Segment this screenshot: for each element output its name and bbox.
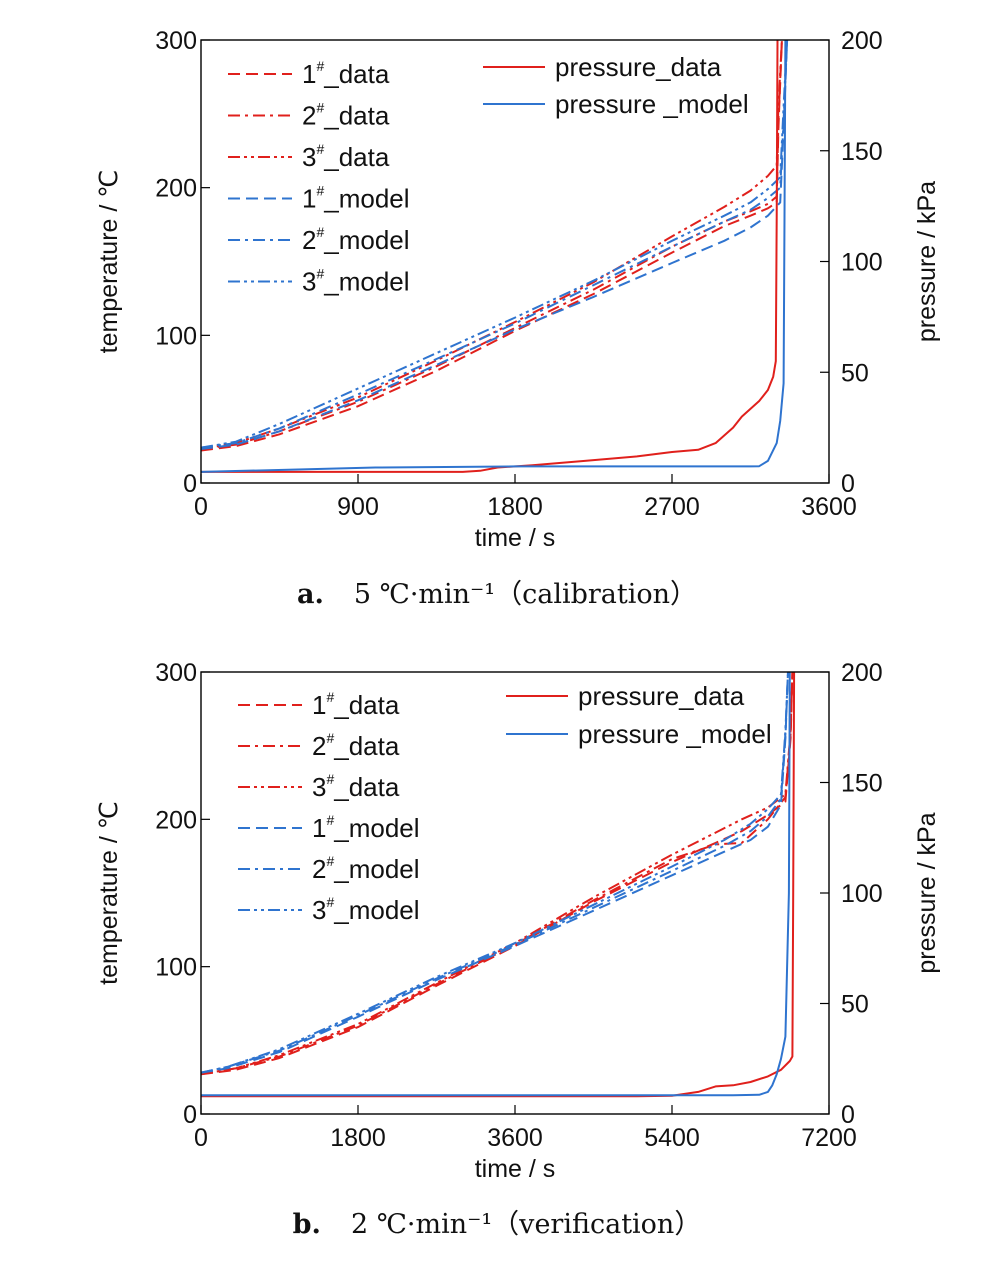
x-tick-label: 5400 bbox=[644, 1124, 700, 1152]
legend-temperature: 1#_data 2#_data 3#_data 1#_model 2#_model 3#_… bbox=[238, 689, 420, 925]
series-group bbox=[201, 40, 789, 473]
x-tick-label: 0 bbox=[194, 493, 208, 521]
y2-tick-label: 150 bbox=[841, 770, 883, 798]
series-line-pressure_data bbox=[201, 672, 796, 1098]
series-line-1_data bbox=[201, 672, 794, 1076]
legend-label: 3#_model bbox=[302, 266, 410, 297]
legend-label: 2#_model bbox=[312, 853, 420, 884]
series-line-3_model bbox=[201, 672, 789, 1074]
y-tick-label: 100 bbox=[155, 322, 197, 350]
series-line-2_model bbox=[201, 40, 789, 449]
legend-pressure: pressure_data pressure _model bbox=[483, 52, 749, 119]
x-tick-label: 1800 bbox=[330, 1124, 386, 1152]
series-line-1_model bbox=[201, 40, 789, 450]
y-tick-label: 200 bbox=[155, 175, 197, 203]
series-line-2_data bbox=[201, 672, 794, 1076]
y2-tick-label: 50 bbox=[841, 991, 869, 1019]
y2-axis-title: pressure / kPa bbox=[913, 812, 941, 973]
chart-panel-a: 0 900 1800 2700 36000100200300050100150200ti… bbox=[95, 27, 941, 610]
series-line-3_data bbox=[201, 40, 783, 450]
x-tick-label: 2700 bbox=[644, 493, 700, 521]
series-line-3_model bbox=[201, 40, 789, 449]
y-axis-title: temperature / ℃ bbox=[95, 170, 123, 354]
legend-label: 1#_model bbox=[312, 812, 420, 843]
y2-tick-label: 200 bbox=[841, 27, 883, 55]
y-tick-label: 0 bbox=[183, 470, 197, 498]
x-tick-label: 3600 bbox=[801, 493, 857, 521]
x-tick-label: 900 bbox=[337, 493, 379, 521]
legend-label: pressure_data bbox=[555, 52, 722, 82]
x-tick-label: 7200 bbox=[801, 1124, 857, 1152]
legend-label: 1#_data bbox=[312, 689, 400, 720]
x-axis-title: time / s bbox=[475, 1155, 556, 1183]
series-line-pressure_model bbox=[201, 672, 791, 1097]
y-tick-label: 200 bbox=[155, 806, 197, 834]
series-line-1_data bbox=[201, 40, 783, 452]
x-tick-label: 3600 bbox=[487, 1124, 543, 1152]
y-tick-label: 300 bbox=[155, 659, 197, 687]
y2-tick-label: 150 bbox=[841, 138, 883, 166]
legend-label: 2#_data bbox=[302, 100, 390, 131]
series-line-pressure_data bbox=[201, 40, 779, 473]
series-line-1_model bbox=[201, 672, 789, 1074]
legend-label: 3#_data bbox=[302, 141, 390, 172]
y-tick-label: 0 bbox=[183, 1101, 197, 1129]
y2-tick-label: 50 bbox=[841, 359, 869, 387]
legend-label: pressure_data bbox=[578, 681, 745, 711]
y2-tick-label: 100 bbox=[841, 249, 883, 277]
y-tick-label: 300 bbox=[155, 27, 197, 55]
legend-label: pressure _model bbox=[578, 719, 772, 749]
x-axis-title: time / s bbox=[475, 524, 556, 552]
legend-label: pressure _model bbox=[555, 89, 749, 119]
legend-temperature: 1#_data 2#_data 3#_data 1#_model 2#_model 3#_… bbox=[228, 58, 410, 297]
legend-label: 2#_model bbox=[302, 224, 410, 255]
series-line-pressure_model bbox=[201, 40, 787, 473]
y2-tick-label: 200 bbox=[841, 659, 883, 687]
legend-pressure: pressure_data pressure _model bbox=[506, 681, 772, 749]
y-tick-label: 100 bbox=[155, 954, 197, 982]
y2-tick-label: 100 bbox=[841, 880, 883, 908]
series-line-2_model bbox=[201, 672, 789, 1074]
legend-label: 1#_data bbox=[302, 58, 390, 89]
legend-label: 1#_model bbox=[302, 183, 410, 214]
legend-label: 3#_data bbox=[312, 771, 400, 802]
y2-tick-label: 0 bbox=[841, 1101, 855, 1129]
x-tick-label: 0 bbox=[194, 1124, 208, 1152]
legend-label: 3#_model bbox=[312, 894, 420, 925]
y-axis-title: temperature / ℃ bbox=[95, 801, 123, 985]
legend-label: 2#_data bbox=[312, 730, 400, 761]
figure-caption: a. 5 ℃·min⁻¹（calibration） bbox=[297, 579, 697, 610]
x-tick-label: 1800 bbox=[487, 493, 543, 521]
y2-tick-label: 0 bbox=[841, 470, 855, 498]
y2-axis-title: pressure / kPa bbox=[913, 181, 941, 342]
series-group bbox=[201, 672, 796, 1098]
chart-panel-b: 0 1800 3600 5400 72000100200300050100150200t… bbox=[95, 659, 941, 1240]
figure-caption: b. 2 ℃·min⁻¹（verification） bbox=[293, 1209, 702, 1240]
